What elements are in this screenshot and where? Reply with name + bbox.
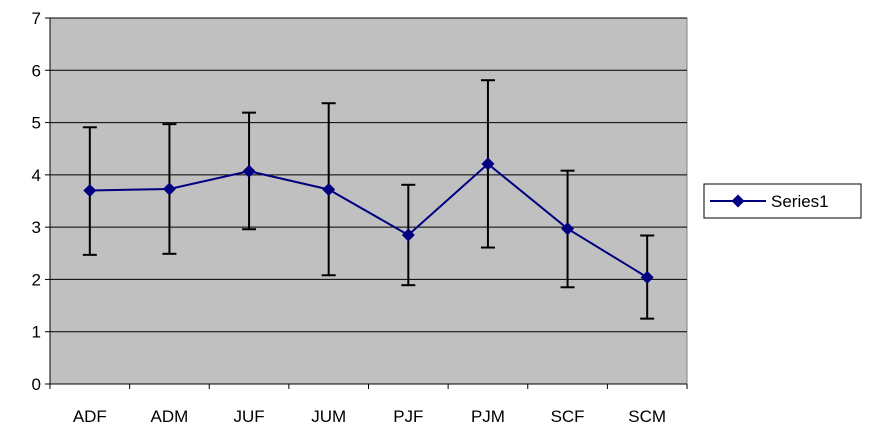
x-tick-label: PJF <box>393 407 423 426</box>
y-tick-label: 3 <box>32 218 41 237</box>
x-tick-labels: ADF ADM JUF JUM PJF PJM SCF SCM <box>73 407 666 426</box>
x-tick-label: ADF <box>73 407 107 426</box>
x-tick-label: PJM <box>471 407 505 426</box>
legend: Series1 <box>704 184 861 218</box>
x-tick-label: ADM <box>151 407 189 426</box>
y-tick-label: 4 <box>32 166 41 185</box>
x-tick-label: JUM <box>311 407 346 426</box>
y-tick-label: 6 <box>32 61 41 80</box>
y-tick-label: 2 <box>32 270 41 289</box>
y-tick-label: 0 <box>32 375 41 394</box>
x-tick-label: SCM <box>628 407 666 426</box>
x-tick-label: JUF <box>233 407 264 426</box>
y-tick-labels: 0 1 2 3 4 5 6 7 <box>32 9 41 394</box>
plot-area <box>50 18 687 384</box>
legend-series-label: Series1 <box>771 192 829 211</box>
y-tick-label: 7 <box>32 9 41 28</box>
y-tick-label: 1 <box>32 323 41 342</box>
y-tick-label: 5 <box>32 114 41 133</box>
x-tick-label: SCF <box>551 407 585 426</box>
